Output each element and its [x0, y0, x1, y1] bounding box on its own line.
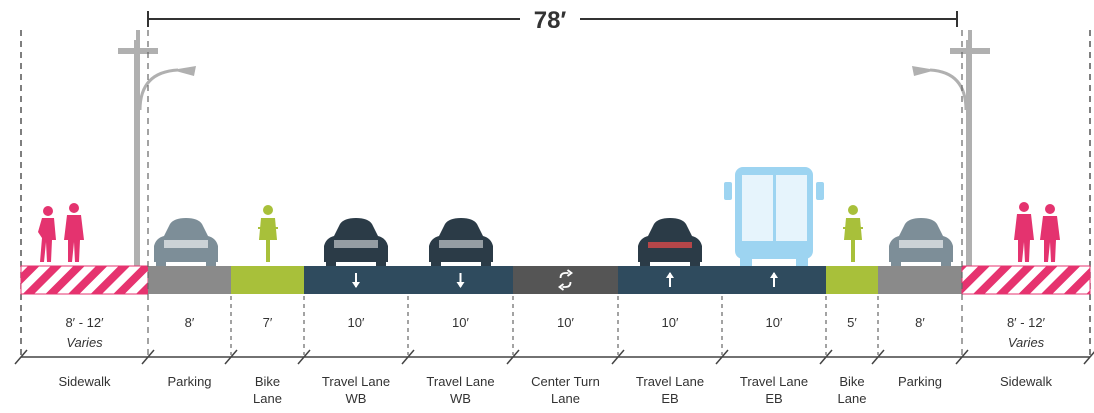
- total-width-dimension: 78′: [147, 7, 958, 34]
- baseline-tick: [297, 349, 311, 365]
- segment-sidewalk-left: [20, 265, 149, 295]
- label-travel-wb-2-line2: WB: [450, 391, 471, 406]
- width-sidewalk-left: 8′ - 12′: [65, 315, 104, 330]
- baseline-tick: [955, 349, 969, 365]
- label-bike-right-line2: Lane: [838, 391, 867, 406]
- label-travel-eb-1: Travel Lane: [636, 374, 704, 389]
- arrow-up-icon: [770, 272, 778, 287]
- label-bike-left: Bike: [255, 374, 280, 389]
- baseline-tick: [506, 349, 520, 365]
- car-wb-2-icon: [429, 218, 493, 270]
- segment-bike-left: [231, 266, 304, 294]
- baseline-tick: [141, 349, 155, 365]
- streetlight-left-icon: [118, 30, 196, 266]
- label-travel-wb-1-line2: WB: [346, 391, 367, 406]
- label-sidewalk-right: Sidewalk: [1000, 374, 1053, 389]
- pedestrians-left-icon: [38, 203, 84, 262]
- width-note-sidewalk-left: Varies: [66, 335, 103, 350]
- label-center-turn: Center Turn: [531, 374, 600, 389]
- width-bike-left: 7′: [263, 315, 273, 330]
- label-center-turn-line2: Lane: [551, 391, 580, 406]
- baseline-tick: [715, 349, 729, 365]
- width-travel-eb-1: 10′: [662, 315, 679, 330]
- width-travel-wb-1: 10′: [348, 315, 365, 330]
- lane-segments: [20, 265, 1091, 295]
- label-bike-right: Bike: [839, 374, 864, 389]
- segment-parking-left: [148, 266, 231, 294]
- baseline-tick: [401, 349, 415, 365]
- segment-parking-right: [878, 266, 962, 294]
- segment-widths: 8′ - 12′ Varies 8′ 7′ 10′ 10′ 10′ 10′ 10′ 5′ 8′ 8′ …: [65, 315, 1045, 350]
- turn-arrows-icon: [558, 269, 573, 291]
- arrow-up-icon: [666, 272, 674, 287]
- arrow-down-icon: [456, 273, 465, 288]
- streetlight-right-icon: [912, 30, 990, 266]
- baseline-tick: [819, 349, 833, 365]
- segment-bike-right: [826, 266, 878, 294]
- label-sidewalk-left: Sidewalk: [58, 374, 111, 389]
- width-parking-left: 8′: [185, 315, 195, 330]
- label-travel-wb-2: Travel Lane: [426, 374, 494, 389]
- car-wb-1-icon: [324, 218, 388, 270]
- baseline-tick: [224, 349, 238, 365]
- baseline-tick: [14, 349, 28, 365]
- bus-icon: [724, 167, 824, 267]
- pedestrians-right-icon: [1014, 202, 1060, 262]
- width-travel-wb-2: 10′: [452, 315, 469, 330]
- label-parking-right: Parking: [898, 374, 942, 389]
- segment-center-turn: [513, 266, 618, 294]
- width-bike-right: 5′: [847, 315, 857, 330]
- baseline-tick: [871, 349, 885, 365]
- segment-dividers: [147, 30, 963, 355]
- cyclist-right-icon: [843, 205, 863, 262]
- width-sidewalk-right: 8′ - 12′: [1007, 315, 1046, 330]
- width-center-turn: 10′: [557, 315, 574, 330]
- label-parking-left: Parking: [167, 374, 211, 389]
- baseline-tick: [611, 349, 625, 365]
- label-travel-eb-2: Travel Lane: [740, 374, 808, 389]
- baseline-ticks: [14, 349, 1094, 365]
- parked-car-right-icon: [889, 218, 953, 270]
- total-width-label: 78′: [534, 7, 567, 34]
- label-travel-wb-1: Travel Lane: [322, 374, 390, 389]
- cyclist-left-icon: [258, 205, 278, 262]
- arrow-down-icon: [352, 273, 360, 288]
- label-bike-left-line2: Lane: [253, 391, 282, 406]
- baseline-tick: [1083, 351, 1094, 365]
- parked-car-left-icon: [154, 218, 218, 270]
- label-travel-eb-2-line2: EB: [765, 391, 782, 406]
- segment-sidewalk-right: [961, 265, 1091, 295]
- width-note-sidewalk-right: Varies: [1008, 335, 1045, 350]
- label-travel-eb-1-line2: EB: [661, 391, 678, 406]
- car-eb-1-icon: [638, 218, 702, 270]
- width-parking-right: 8′: [915, 315, 925, 330]
- width-travel-eb-2: 10′: [766, 315, 783, 330]
- segment-labels: Sidewalk Parking Bike Lane Travel Lane WB Trav…: [58, 374, 1052, 406]
